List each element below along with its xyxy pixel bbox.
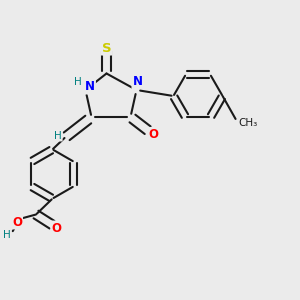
Text: N: N (132, 75, 142, 88)
Text: O: O (51, 221, 62, 235)
Text: S: S (102, 41, 111, 55)
Text: CH₃: CH₃ (238, 118, 258, 128)
Text: N: N (85, 80, 95, 94)
Text: H: H (3, 230, 10, 240)
Text: H: H (54, 130, 62, 141)
Text: O: O (148, 128, 158, 141)
Text: O: O (12, 215, 22, 229)
Text: H: H (74, 76, 82, 87)
